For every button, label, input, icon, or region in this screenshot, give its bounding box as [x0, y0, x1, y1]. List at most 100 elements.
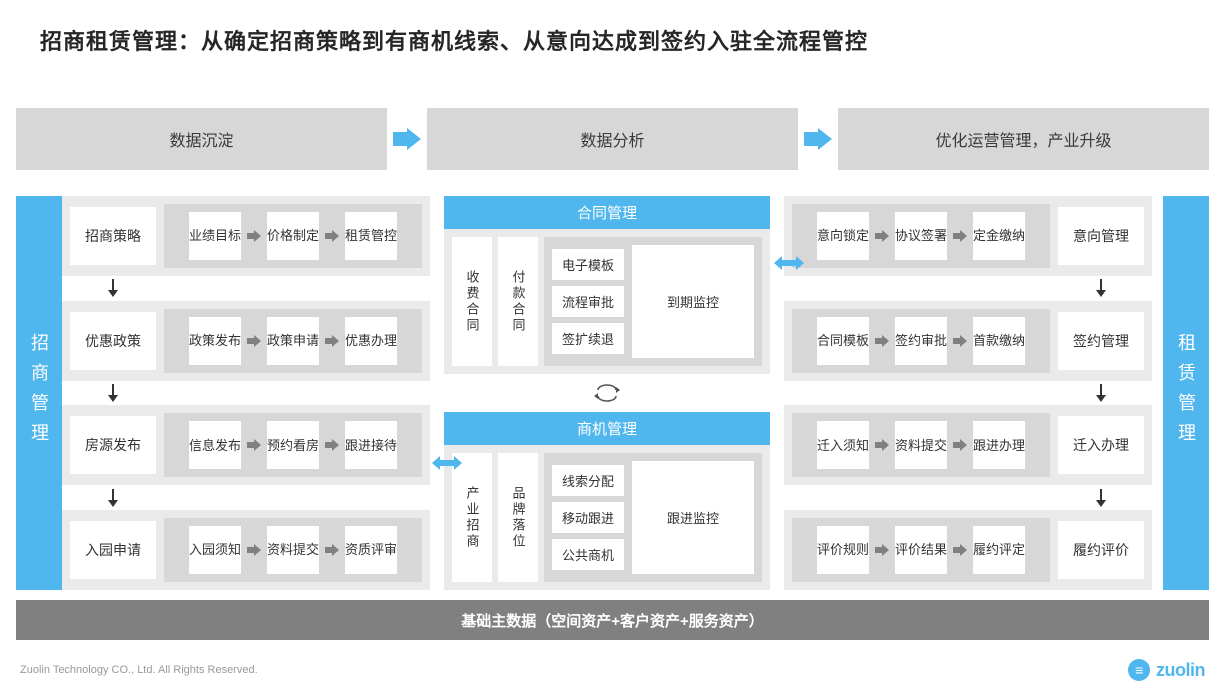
right-node: 首款缴纳	[973, 317, 1025, 365]
center-top-vcol-0: 收费合同	[452, 237, 492, 366]
center-bottom-vcol-1: 品牌落位	[498, 453, 538, 582]
center-top-block: 合同管理 收费合同 付款合同 电子模板 流程审批 签扩续退 到期监控	[444, 196, 770, 374]
right-node: 定金缴纳	[973, 212, 1025, 260]
right-main-0: 意向管理	[1058, 207, 1144, 265]
bi-arrow-left	[432, 454, 462, 472]
left-row-0: 招商策略 业绩目标 价格制定 租赁管控	[62, 196, 430, 276]
arrow-right-icon	[951, 230, 969, 242]
center-bottom-vcol-0: 产业招商	[452, 453, 492, 582]
right-row-0: 意向锁定 协议签署 定金缴纳 意向管理	[784, 196, 1152, 276]
left-main-2: 房源发布	[70, 416, 156, 474]
center-chip: 签扩续退	[552, 323, 624, 354]
right-node: 资料提交	[895, 421, 947, 469]
right-connector-2	[784, 489, 1152, 506]
right-main-2: 迁入办理	[1058, 416, 1144, 474]
left-connector-1	[62, 385, 430, 402]
center-chip: 电子模板	[552, 249, 624, 280]
right-node: 跟进办理	[973, 421, 1025, 469]
right-node: 迁入须知	[817, 421, 869, 469]
right-main-1: 签约管理	[1058, 312, 1144, 370]
copyright-text: Zuolin Technology CO., Ltd. All Rights R…	[20, 664, 258, 676]
right-row-2: 迁入须知 资料提交 跟进办理 迁入办理	[784, 405, 1152, 485]
center-bottom-tall: 跟进监控	[632, 461, 754, 574]
right-node: 意向锁定	[817, 212, 869, 260]
right-node: 履约评定	[973, 526, 1025, 574]
center-bottom-header: 商机管理	[444, 412, 770, 445]
arrow-right-icon	[245, 230, 263, 242]
center-chip: 线索分配	[552, 465, 624, 496]
left-main-0: 招商策略	[70, 207, 156, 265]
brand-logo-icon: ≡	[1128, 659, 1150, 681]
center-bottom-block: 商机管理 产业招商 品牌落位 线索分配 移动跟进 公共商机 跟进监控	[444, 412, 770, 590]
arrow-right-icon	[951, 439, 969, 451]
left-row-2: 房源发布 信息发布 预约看房 跟进接待	[62, 405, 430, 485]
side-label-right: 租赁管理	[1163, 196, 1209, 590]
left-node: 租赁管控	[345, 212, 397, 260]
center-bottom-list: 线索分配 移动跟进 公共商机	[552, 465, 624, 570]
center-top-vcol-1: 付款合同	[498, 237, 538, 366]
cycle-icon	[444, 384, 770, 402]
center-top-tall: 到期监控	[632, 245, 754, 358]
arrow-right-icon	[951, 544, 969, 556]
right-row-3: 评价规则 评价结果 履约评定 履约评价	[784, 510, 1152, 590]
left-node: 政策申请	[267, 317, 319, 365]
top-arrow-2	[798, 128, 838, 150]
center-column: 合同管理 收费合同 付款合同 电子模板 流程审批 签扩续退 到期监控	[444, 196, 770, 590]
arrow-right-icon	[323, 335, 341, 347]
center-bottom-inner: 线索分配 移动跟进 公共商机 跟进监控	[544, 453, 762, 582]
center-chip: 流程审批	[552, 286, 624, 317]
right-flow-0: 意向锁定 协议签署 定金缴纳	[792, 204, 1050, 268]
arrow-right-icon	[323, 439, 341, 451]
page-title: 招商租赁管理：从确定招商策略到有商机线索、从意向达成到签约入驻全流程管控	[0, 0, 1225, 76]
right-node: 评价结果	[895, 526, 947, 574]
left-node: 资质评审	[345, 526, 397, 574]
left-node: 优惠办理	[345, 317, 397, 365]
arrow-right-icon	[245, 439, 263, 451]
left-column: 招商策略 业绩目标 价格制定 租赁管控 优惠政策 政策发布 政策申请 优惠办理	[62, 196, 430, 590]
top-seg-2: 数据分析	[427, 108, 798, 170]
center-top-inner: 电子模板 流程审批 签扩续退 到期监控	[544, 237, 762, 366]
main-diagram: 招商策略 业绩目标 价格制定 租赁管控 优惠政策 政策发布 政策申请 优惠办理	[62, 196, 1163, 590]
arrow-right-icon	[873, 439, 891, 451]
right-row-1: 合同模板 签约审批 首款缴纳 签约管理	[784, 301, 1152, 381]
right-flow-3: 评价规则 评价结果 履约评定	[792, 518, 1050, 582]
right-connector-0	[784, 280, 1152, 297]
right-flow-2: 迁入须知 资料提交 跟进办理	[792, 413, 1050, 477]
left-flow-2: 信息发布 预约看房 跟进接待	[164, 413, 422, 477]
top-flow-strip: 数据沉淀 数据分析 优化运营管理，产业升级	[16, 108, 1209, 170]
arrow-right-icon	[951, 335, 969, 347]
left-node: 政策发布	[189, 317, 241, 365]
left-connector-0	[62, 280, 430, 297]
left-node: 信息发布	[189, 421, 241, 469]
top-arrow-1	[387, 128, 427, 150]
left-node: 价格制定	[267, 212, 319, 260]
brand-logo: ≡ zuolin	[1128, 659, 1205, 681]
top-seg-3: 优化运营管理，产业升级	[838, 108, 1209, 170]
right-connector-1	[784, 385, 1152, 402]
left-connector-2	[62, 489, 430, 506]
left-flow-3: 入园须知 资料提交 资质评审	[164, 518, 422, 582]
left-node: 跟进接待	[345, 421, 397, 469]
right-main-3: 履约评价	[1058, 521, 1144, 579]
arrow-right-icon	[323, 544, 341, 556]
arrow-right-icon	[873, 335, 891, 347]
arrow-right-icon	[245, 335, 263, 347]
arrow-right-icon	[323, 230, 341, 242]
left-row-3: 入园申请 入园须知 资料提交 资质评审	[62, 510, 430, 590]
bi-arrow-right	[774, 254, 804, 272]
side-label-left: 招商管理	[16, 196, 62, 590]
right-flow-1: 合同模板 签约审批 首款缴纳	[792, 309, 1050, 373]
left-node: 资料提交	[267, 526, 319, 574]
right-node: 签约审批	[895, 317, 947, 365]
left-main-3: 入园申请	[70, 521, 156, 579]
left-node: 业绩目标	[189, 212, 241, 260]
right-node: 合同模板	[817, 317, 869, 365]
left-node: 入园须知	[189, 526, 241, 574]
top-seg-1: 数据沉淀	[16, 108, 387, 170]
center-chip: 公共商机	[552, 539, 624, 570]
arrow-right-icon	[873, 230, 891, 242]
right-node: 协议签署	[895, 212, 947, 260]
left-node: 预约看房	[267, 421, 319, 469]
bottom-bar: 基础主数据（空间资产+客户资产+服务资产）	[16, 600, 1209, 640]
arrow-right-icon	[245, 544, 263, 556]
